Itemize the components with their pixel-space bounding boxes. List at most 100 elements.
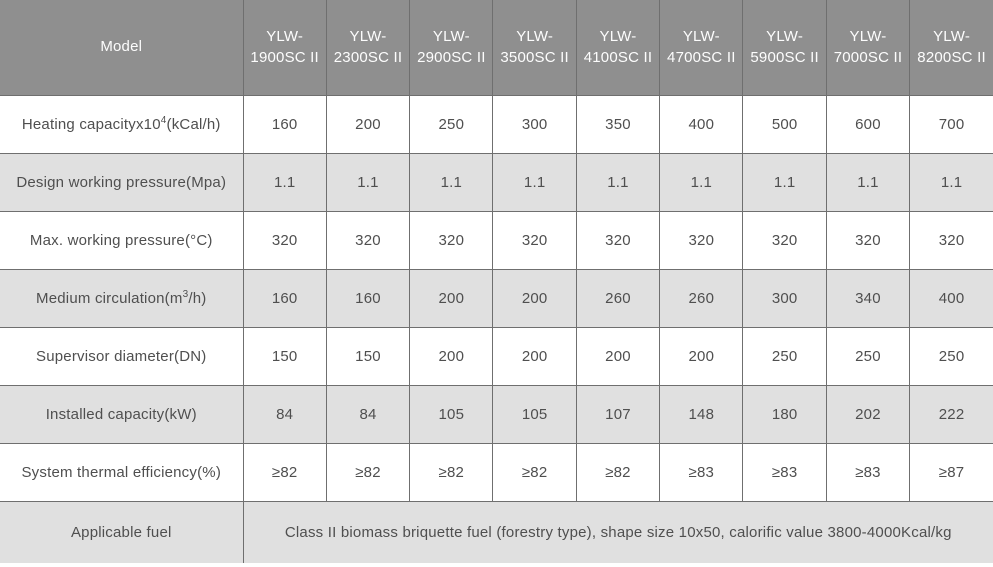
row-label: Medium circulation(m3/h) xyxy=(0,269,244,328)
fuel-description-cell: Class II biomass briquette fuel (forestr… xyxy=(242,501,993,563)
value-cell: ≥83 xyxy=(659,443,744,502)
value-cell: ≥83 xyxy=(825,443,911,502)
row-label-text: System thermal efficiency(%) xyxy=(21,464,222,481)
value-cell: 1.1 xyxy=(909,153,993,212)
row-label-superscript: 3 xyxy=(182,289,189,300)
value-cell: 160 xyxy=(242,269,327,328)
value-cell: ≥82 xyxy=(409,443,494,502)
value-cell: 1.1 xyxy=(325,153,411,212)
value-cell: 320 xyxy=(909,211,993,270)
value-cell: 400 xyxy=(659,95,744,154)
value-cell: 200 xyxy=(409,269,494,328)
value-cell: 1.1 xyxy=(659,153,744,212)
row-label-text: Medium circulation(m xyxy=(36,290,183,307)
row-label: Design working pressure(Mpa) xyxy=(0,153,244,212)
row-label: Supervisor diameter(DN) xyxy=(0,327,244,386)
value-cell: 200 xyxy=(575,327,661,386)
row-label: Max. working pressure(°C) xyxy=(0,211,244,270)
model-column-header: YLW- 8200SC II xyxy=(909,0,993,96)
row-label: Applicable fuel xyxy=(0,501,244,563)
value-cell: 260 xyxy=(575,269,661,328)
value-cell: 1.1 xyxy=(825,153,911,212)
model-column-header: YLW- 2900SC II xyxy=(409,0,494,96)
value-cell: 320 xyxy=(825,211,911,270)
value-cell: 150 xyxy=(242,327,327,386)
model-header-cell: Model xyxy=(0,0,244,96)
model-column-header: YLW- 1900SC II xyxy=(242,0,327,96)
table-row: Max. working pressure(°C) 320 320 320 320 320… xyxy=(0,211,993,270)
value-cell: 222 xyxy=(909,385,993,444)
value-cell: 250 xyxy=(409,95,494,154)
value-cell: 150 xyxy=(325,327,411,386)
value-cell: 500 xyxy=(742,95,827,154)
table-row: System thermal efficiency(%) ≥82 ≥82 ≥82 ≥82… xyxy=(0,443,993,502)
value-cell: 160 xyxy=(325,269,411,328)
table-row: Design working pressure(Mpa) 1.1 1.1 1.1 1.1… xyxy=(0,153,993,212)
value-cell: 320 xyxy=(325,211,411,270)
row-label-text-suffix: /h) xyxy=(188,290,207,307)
table-row: Heating capacityx104(kCal/h) 160 200 250 300… xyxy=(0,95,993,154)
model-column-header: YLW- 3500SC II xyxy=(492,0,577,96)
value-cell: 320 xyxy=(409,211,494,270)
value-cell: 700 xyxy=(909,95,993,154)
value-cell: ≥82 xyxy=(325,443,411,502)
model-column-header: YLW- 5900SC II xyxy=(742,0,827,96)
value-cell: ≥82 xyxy=(492,443,577,502)
row-label-text: Installed capacity(kW) xyxy=(45,406,197,423)
value-cell: 84 xyxy=(242,385,327,444)
value-cell: 400 xyxy=(909,269,993,328)
value-cell: 320 xyxy=(575,211,661,270)
row-label-text: Applicable fuel xyxy=(70,524,172,541)
value-cell: 320 xyxy=(492,211,577,270)
model-column-header: YLW- 7000SC II xyxy=(825,0,911,96)
value-cell: 200 xyxy=(492,269,577,328)
table-row: Installed capacity(kW) 84 84 105 105 107 148 18… xyxy=(0,385,993,444)
value-cell: 160 xyxy=(242,95,327,154)
value-cell: 320 xyxy=(659,211,744,270)
value-cell: 148 xyxy=(659,385,744,444)
header-row: Model YLW- 1900SC II YLW- 2300SC II YLW- 2900S… xyxy=(0,0,993,96)
table-row: Applicable fuel Class II biomass briquett… xyxy=(0,501,993,563)
row-label: Heating capacityx104(kCal/h) xyxy=(0,95,244,154)
row-label-superscript: 4 xyxy=(160,115,167,126)
value-cell: ≥82 xyxy=(575,443,661,502)
value-cell: 1.1 xyxy=(492,153,577,212)
value-cell: 200 xyxy=(492,327,577,386)
value-cell: 300 xyxy=(742,269,827,328)
value-cell: 350 xyxy=(575,95,661,154)
value-cell: 200 xyxy=(325,95,411,154)
model-column-header: YLW- 4700SC II xyxy=(659,0,744,96)
table-row: Medium circulation(m3/h) 160 160 200 200 260 2… xyxy=(0,269,993,328)
row-label-text: Heating capacityx10 xyxy=(21,116,161,133)
row-label-text: Supervisor diameter(DN) xyxy=(36,348,207,365)
value-cell: 200 xyxy=(659,327,744,386)
value-cell: ≥83 xyxy=(742,443,827,502)
value-cell: 320 xyxy=(242,211,327,270)
row-label-text: Design working pressure(Mpa) xyxy=(16,174,227,191)
value-cell: 250 xyxy=(825,327,911,386)
value-cell: 300 xyxy=(492,95,577,154)
value-cell: 180 xyxy=(742,385,827,444)
model-column-header: YLW- 2300SC II xyxy=(325,0,411,96)
value-cell: 320 xyxy=(742,211,827,270)
value-cell: 200 xyxy=(409,327,494,386)
value-cell: 1.1 xyxy=(575,153,661,212)
value-cell: 1.1 xyxy=(409,153,494,212)
value-cell: 1.1 xyxy=(742,153,827,212)
row-label: System thermal efficiency(%) xyxy=(0,443,244,502)
row-label-text: Max. working pressure(°C) xyxy=(29,232,213,249)
value-cell: 107 xyxy=(575,385,661,444)
row-label-text-suffix: (kCal/h) xyxy=(166,116,221,133)
value-cell: ≥82 xyxy=(242,443,327,502)
value-cell: 600 xyxy=(825,95,911,154)
value-cell: 250 xyxy=(742,327,827,386)
value-cell: 202 xyxy=(825,385,911,444)
table-row: Supervisor diameter(DN) 150 150 200 200 200 20… xyxy=(0,327,993,386)
value-cell: 1.1 xyxy=(242,153,327,212)
value-cell: ≥87 xyxy=(909,443,993,502)
model-column-header: YLW- 4100SC II xyxy=(575,0,661,96)
value-cell: 250 xyxy=(909,327,993,386)
row-label: Installed capacity(kW) xyxy=(0,385,244,444)
value-cell: 260 xyxy=(659,269,744,328)
